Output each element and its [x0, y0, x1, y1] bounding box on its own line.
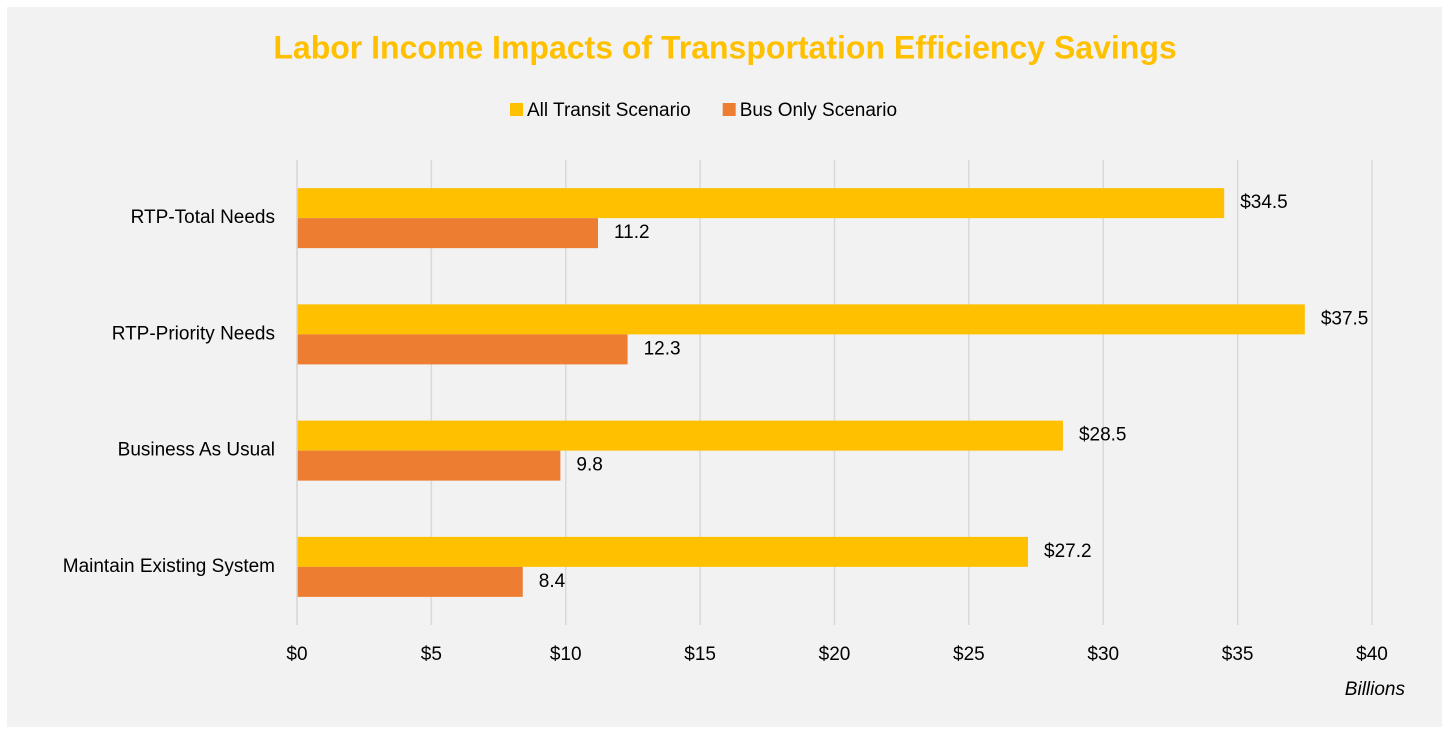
data-label: $37.5 [1321, 308, 1369, 329]
data-label: $28.5 [1079, 425, 1127, 446]
data-label: 12.3 [644, 338, 681, 359]
x-tick-label: $20 [819, 644, 851, 665]
x-tick-label: $10 [550, 644, 582, 665]
legend-swatch [722, 103, 736, 116]
x-axis-title: Billions [1345, 679, 1406, 700]
bar [297, 188, 1225, 219]
y-tick-label: RTP-Total Needs [131, 207, 275, 228]
data-label: 8.4 [539, 571, 566, 592]
bar [297, 218, 598, 249]
data-label: $27.2 [1044, 541, 1092, 562]
x-tick-label: $25 [953, 644, 985, 665]
chart-background [7, 7, 1442, 727]
y-tick-label: RTP-Priority Needs [112, 323, 275, 344]
y-tick-label: Business As Usual [118, 440, 275, 461]
legend-label: Bus Only Scenario [740, 100, 897, 121]
data-label: $34.5 [1240, 192, 1288, 213]
x-tick-label: $5 [421, 644, 442, 665]
bar [297, 566, 523, 597]
bar [297, 536, 1028, 567]
y-tick-label: Maintain Existing System [63, 556, 275, 577]
legend-label: All Transit Scenario [527, 100, 691, 121]
x-tick-label: $30 [1087, 644, 1119, 665]
x-tick-label: $35 [1222, 644, 1254, 665]
bar [297, 450, 561, 481]
bar [297, 334, 628, 365]
bar [297, 304, 1305, 335]
bar [297, 420, 1063, 451]
x-tick-label: $15 [684, 644, 716, 665]
x-tick-label: $40 [1356, 644, 1388, 665]
legend-swatch [510, 103, 523, 116]
chart-title: Labor Income Impacts of Transportation E… [273, 29, 1176, 65]
x-tick-label: $0 [286, 644, 307, 665]
data-label: 9.8 [576, 455, 602, 476]
data-label: 11.2 [614, 222, 650, 243]
